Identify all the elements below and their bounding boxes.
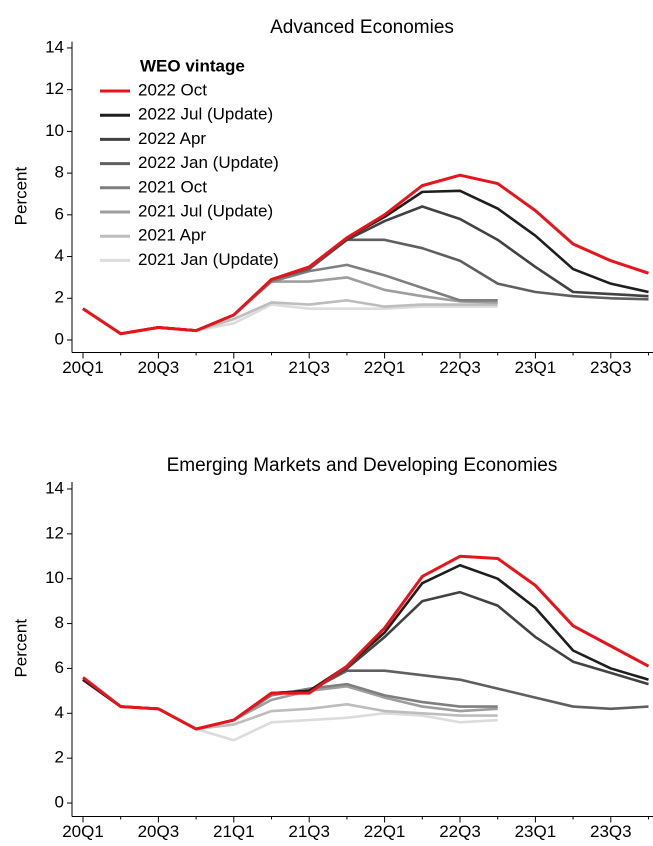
y-tick-label: 10 <box>45 121 64 140</box>
x-tick-label: 20Q1 <box>62 358 104 377</box>
series-line <box>82 669 649 731</box>
y-tick-label: 14 <box>45 37 64 56</box>
y-tick-label: 2 <box>55 748 64 767</box>
x-tick-label: 22Q1 <box>364 822 406 841</box>
y-tick-label: 2 <box>55 288 64 307</box>
y-tick-label: 4 <box>55 246 64 265</box>
chart-title: Advanced Economies <box>270 17 454 38</box>
x-tick-label: 21Q1 <box>213 358 255 377</box>
y-tick-label: 6 <box>55 204 64 223</box>
legend-label: 2022 Jan (Update) <box>138 153 279 172</box>
y-axis-label: Percent <box>11 166 30 225</box>
x-tick-label: 22Q3 <box>439 358 481 377</box>
x-tick-label: 21Q3 <box>288 822 330 841</box>
series-line <box>82 554 650 731</box>
legend-label: 2021 Oct <box>138 177 207 196</box>
legend-label: 2022 Jul (Update) <box>138 105 273 124</box>
y-axis-label: Percent <box>11 619 30 678</box>
y-tick-label: 0 <box>55 329 64 348</box>
y-tick-label: 12 <box>45 79 64 98</box>
x-tick-label: 22Q3 <box>439 822 481 841</box>
y-tick-label: 8 <box>55 163 64 182</box>
x-tick-label: 23Q1 <box>515 822 557 841</box>
x-tick-label: 20Q1 <box>62 822 104 841</box>
legend-label: 2021 Apr <box>138 226 206 245</box>
legend-label: 2021 Jul (Update) <box>138 201 273 220</box>
x-tick-label: 22Q1 <box>364 358 406 377</box>
y-tick-label: 0 <box>55 793 64 812</box>
y-tick-label: 4 <box>55 703 64 722</box>
y-tick-label: 8 <box>55 613 64 632</box>
x-tick-label: 23Q1 <box>515 358 557 377</box>
x-tick-label: 20Q3 <box>138 358 180 377</box>
series-line <box>82 173 649 336</box>
y-tick-label: 10 <box>45 568 64 587</box>
y-tick-label: 6 <box>55 658 64 677</box>
y-tick-label: 14 <box>45 478 64 497</box>
legend-title: WEO vintage <box>140 56 245 75</box>
x-tick-label: 20Q3 <box>138 822 180 841</box>
chart-title: Emerging Markets and Developing Economie… <box>167 455 558 476</box>
legend-label: 2021 Jan (Update) <box>138 250 279 269</box>
x-tick-label: 23Q3 <box>590 358 632 377</box>
y-tick-label: 12 <box>45 523 64 542</box>
x-tick-label: 23Q3 <box>590 822 632 841</box>
legend-label: 2022 Oct <box>138 80 207 99</box>
x-tick-label: 21Q3 <box>288 358 330 377</box>
x-tick-label: 21Q1 <box>213 822 255 841</box>
legend-label: 2022 Apr <box>138 129 206 148</box>
